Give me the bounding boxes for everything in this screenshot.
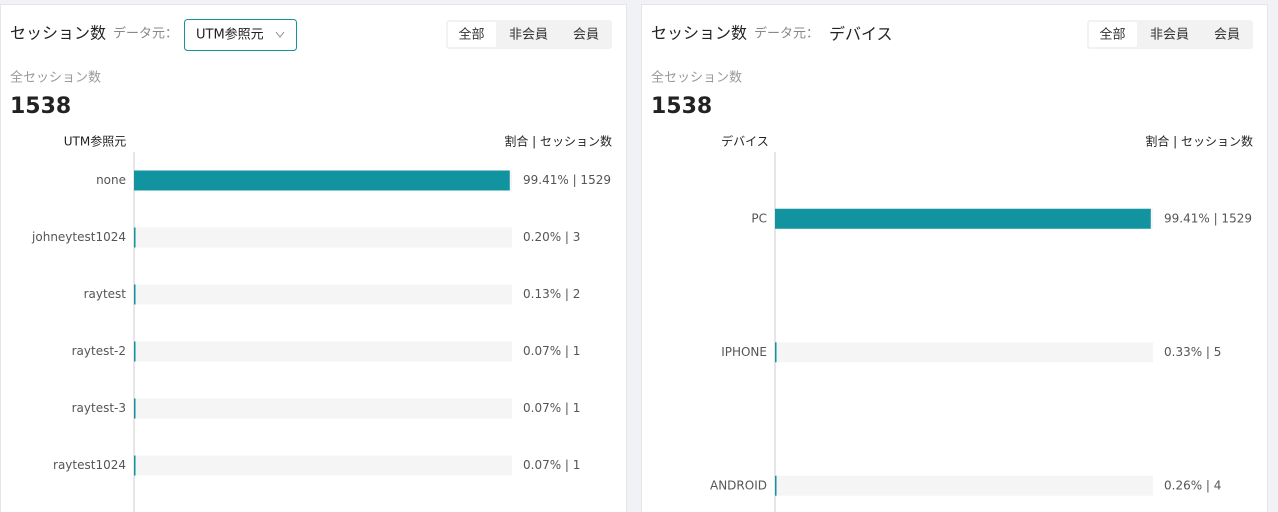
bar-track	[134, 455, 512, 476]
bar	[775, 475, 777, 496]
category-label: PC	[751, 211, 767, 225]
value-label: 0.26% | 4	[1164, 478, 1221, 492]
total-label: 全セッション数	[10, 70, 101, 86]
bar-track	[134, 284, 512, 305]
tab-selected[interactable]	[448, 22, 496, 47]
bar	[134, 455, 136, 476]
value-label: 99.41% | 1529	[523, 173, 611, 187]
chevron	[275, 31, 285, 38]
bar	[134, 341, 136, 362]
tab[interactable]: 非会員	[509, 28, 548, 43]
category-label: ANDROID	[710, 478, 767, 492]
source-label: データ元：	[754, 26, 819, 42]
value-header: 割合 | セッション数	[504, 134, 612, 149]
value-label: 99.41% | 1529	[1164, 211, 1252, 225]
bar	[134, 284, 136, 305]
tab[interactable]: 会員	[1214, 28, 1240, 43]
value-label: 0.07% | 1	[523, 344, 580, 358]
category-axis-label: UTM参照元	[64, 134, 126, 149]
total-label: 全セッション数	[651, 70, 742, 86]
tab[interactable]: 全部	[458, 27, 484, 43]
value-label: 0.07% | 1	[523, 401, 580, 415]
bar-track	[134, 398, 512, 419]
tab[interactable]: 非会員	[1150, 28, 1189, 43]
tab-selected[interactable]	[1089, 22, 1137, 47]
value-label: 0.13% | 2	[523, 287, 580, 301]
bar	[775, 342, 777, 363]
bar-track	[134, 341, 512, 362]
panel-title: セッション数	[10, 24, 106, 43]
category-label: raytest	[84, 287, 127, 301]
bar-track	[134, 227, 512, 248]
bar	[134, 170, 510, 191]
source-value: UTM参照元	[196, 27, 264, 43]
tab[interactable]: 会員	[573, 28, 599, 43]
category-label: raytest1024	[53, 458, 126, 472]
bar	[134, 398, 136, 419]
value-label: 0.07% | 1	[523, 458, 580, 472]
panel	[641, 4, 1268, 512]
bar	[134, 227, 136, 248]
panel	[0, 4, 627, 512]
total-value: 1538	[10, 94, 71, 119]
category-label: johneytest1024	[31, 230, 126, 244]
source-value: デバイス	[829, 25, 893, 44]
category-axis-label: デバイス	[721, 134, 769, 149]
bar-track	[775, 342, 1153, 363]
value-label: 0.33% | 5	[1164, 345, 1221, 359]
source-dropdown[interactable]	[184, 19, 297, 51]
value-label: 0.20% | 3	[523, 230, 580, 244]
total-value: 1538	[651, 94, 712, 119]
category-label: IPHONE	[721, 345, 767, 359]
bar	[775, 208, 1151, 229]
source-label: データ元：	[113, 26, 178, 42]
category-label: raytest-3	[72, 401, 126, 415]
tab[interactable]: 全部	[1099, 27, 1125, 43]
bar-track	[775, 475, 1153, 496]
category-label: none	[96, 173, 126, 187]
panel-title: セッション数	[651, 24, 747, 43]
category-label: raytest-2	[72, 344, 126, 358]
value-header: 割合 | セッション数	[1145, 134, 1253, 149]
